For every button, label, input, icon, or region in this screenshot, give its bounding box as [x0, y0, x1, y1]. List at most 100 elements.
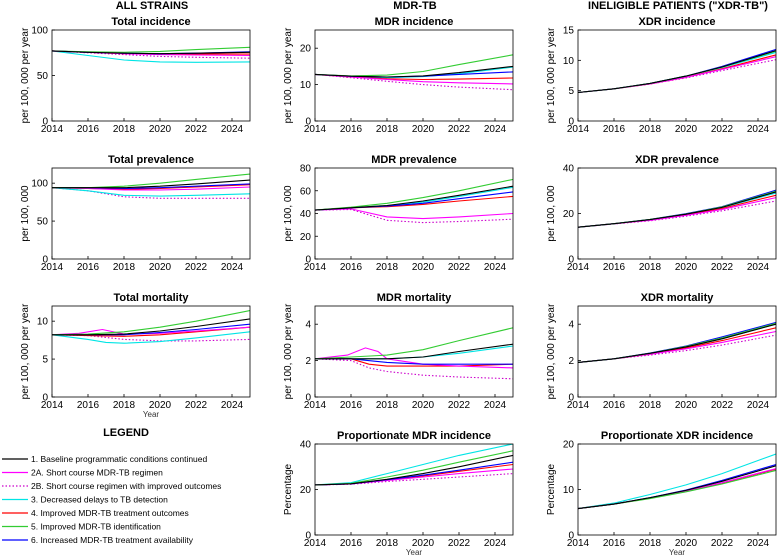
x-tick-label: 2014: [304, 538, 327, 549]
y-tick-label: 0: [305, 393, 311, 404]
x-tick-label: 2018: [639, 400, 662, 411]
x-tick-label: 2016: [603, 124, 626, 135]
chart-title: Total prevalence: [108, 154, 194, 166]
x-tick-label: 2016: [340, 262, 363, 273]
x-tick-label: 2014: [567, 538, 590, 549]
y-tick-label: 4: [568, 320, 574, 331]
series-line-4: [578, 327, 776, 363]
x-tick-label: 2018: [113, 124, 136, 135]
chart-title: MDR incidence: [375, 16, 454, 28]
series-line-2a: [578, 330, 776, 363]
y-axis-label: per 100, 000 per year: [283, 27, 294, 123]
chart-title: Proportionate XDR incidence: [601, 430, 753, 442]
series-line-5: [578, 50, 776, 94]
y-tick-label: 100: [31, 26, 48, 37]
series-line-6: [578, 463, 776, 510]
series-line-2b: [315, 208, 513, 224]
x-tick-label: 2014: [304, 400, 327, 411]
y-tick-label: 10: [563, 56, 575, 67]
y-tick-label: 50: [37, 217, 49, 228]
y-tick-label: 0: [305, 117, 311, 128]
chart-title: MDR prevalence: [371, 154, 457, 166]
series-line-1: [578, 323, 776, 363]
x-tick-label: 2022: [448, 400, 471, 411]
x-tick-label: 2014: [41, 124, 64, 135]
x-tick-label: 2020: [675, 400, 698, 411]
y-tick-label: 80: [300, 164, 312, 175]
series-line-3: [52, 331, 250, 344]
x-tick-label: 2014: [567, 124, 590, 135]
series-line-2b: [52, 187, 250, 199]
chart-total-mortality: Total mortality 0 5 10 2014 2016 2018 2020 2022 2…: [20, 292, 251, 419]
y-tick-label: 20: [300, 44, 312, 55]
legend-entry-1: 1. Baseline programmatic conditions cont…: [31, 454, 208, 464]
y-axis-label: Percentage: [546, 463, 557, 515]
column-header-mdr-tb: MDR-TB: [393, 0, 436, 12]
x-tick-label: 2014: [567, 400, 590, 411]
y-tick-label: 50: [37, 71, 49, 82]
series-line-3: [578, 453, 776, 510]
series-line-5: [578, 190, 776, 228]
x-tick-label: 2022: [448, 538, 471, 549]
series-line-6: [315, 461, 513, 486]
x-tick-label: 2024: [484, 124, 507, 135]
y-tick-label: 0: [42, 117, 48, 128]
x-tick-label: 2020: [675, 124, 698, 135]
chart-xdr-prevalence: XDR prevalence 0 20 40 2014 2016 2018 2020 2022 2…: [546, 154, 777, 273]
x-tick-label: 2018: [376, 538, 399, 549]
x-tick-label: 2020: [412, 262, 435, 273]
series-line-4: [578, 468, 776, 510]
x-tick-label: 2020: [149, 400, 172, 411]
chart-title: Total mortality: [114, 292, 190, 304]
x-tick-label: 2018: [639, 124, 662, 135]
plot-frame: [577, 443, 777, 536]
chart-xdr-incidence: XDR incidence 0 5 10 15 2014 2016 2018 2020 2022 2…: [546, 16, 777, 135]
x-tick-label: 2016: [77, 400, 100, 411]
y-tick-label: 60: [300, 186, 312, 197]
x-tick-label: 2020: [412, 400, 435, 411]
chart-title: XDR incidence: [638, 16, 715, 28]
x-tick-label: 2016: [340, 538, 363, 549]
y-tick-label: 20: [300, 485, 312, 496]
x-tick-label: 2020: [412, 124, 435, 135]
x-axis-label: Year: [406, 548, 423, 557]
plot-frame: [577, 29, 777, 122]
plot-frame: [314, 305, 514, 398]
x-tick-label: 2018: [639, 262, 662, 273]
y-tick-label: 0: [305, 255, 311, 266]
x-tick-label: 2014: [41, 262, 64, 273]
y-tick-label: 20: [300, 232, 312, 243]
x-axis-label: Year: [143, 410, 160, 419]
series-line-1: [578, 465, 776, 510]
series-line-1: [315, 454, 513, 486]
x-tick-label: 2022: [185, 124, 208, 135]
y-tick-label: 20: [563, 209, 575, 220]
x-tick-label: 2022: [448, 124, 471, 135]
x-tick-label: 2016: [603, 538, 626, 549]
x-tick-label: 2014: [304, 124, 327, 135]
x-tick-label: 2020: [149, 262, 172, 273]
x-tick-label: 2024: [747, 400, 770, 411]
y-tick-label: 0: [42, 393, 48, 404]
y-tick-label: 4: [305, 320, 311, 331]
series-line-6: [578, 48, 776, 94]
y-tick-label: 10: [563, 485, 575, 496]
y-tick-label: 0: [568, 531, 574, 542]
series-line-1: [578, 50, 776, 94]
y-tick-label: 20: [563, 440, 575, 451]
series-line-4: [52, 326, 250, 337]
x-tick-label: 2018: [113, 400, 136, 411]
y-tick-label: 40: [300, 209, 312, 220]
plot-frame: [577, 305, 777, 398]
chart-total-incidence: Total incidence 0 50 100 2014 2016 2018 2020 202…: [20, 16, 251, 135]
y-axis-label: per 100, 000 per year: [20, 303, 31, 399]
x-tick-label: 2016: [77, 262, 100, 273]
x-tick-label: 2024: [221, 124, 244, 135]
x-tick-label: 2018: [113, 262, 136, 273]
chart-prop-xdr-incidence: Proportionate XDR incidence 0 10 20 2014 2016…: [546, 430, 777, 557]
y-tick-label: 0: [568, 393, 574, 404]
y-axis-label: per 100, 000 per year: [546, 27, 557, 123]
y-axis-label: per 100, 000: [20, 185, 31, 242]
x-tick-label: 2022: [711, 262, 734, 273]
